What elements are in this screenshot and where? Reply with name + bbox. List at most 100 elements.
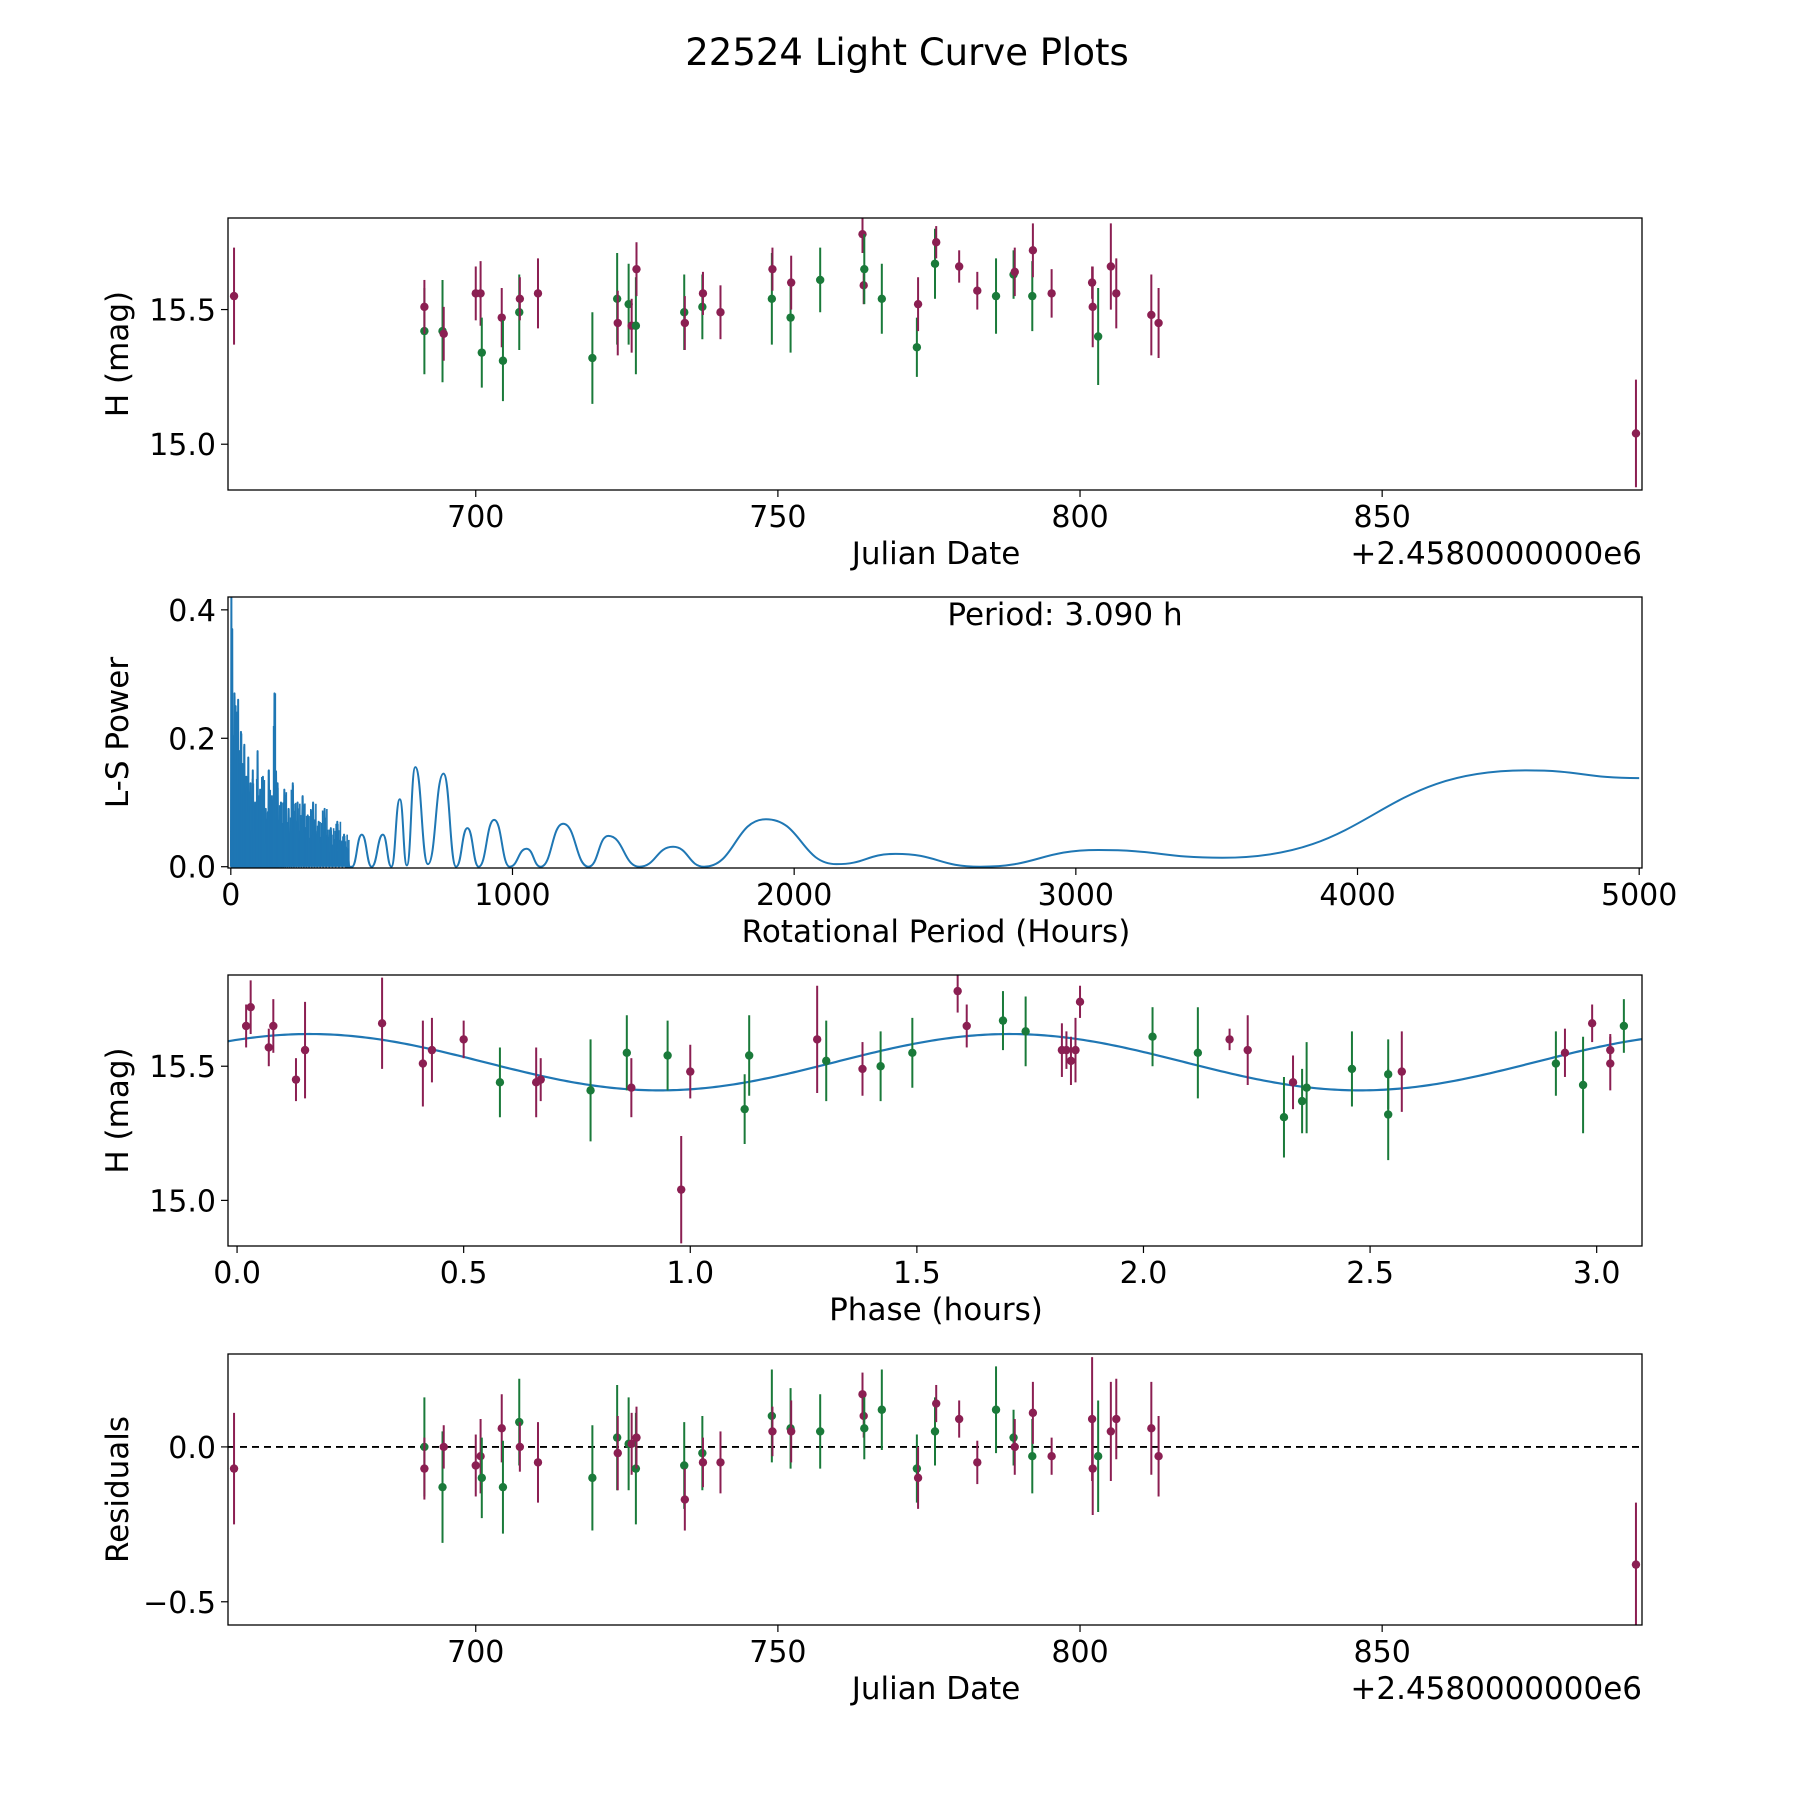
data-point (716, 1458, 725, 1467)
data-point (1225, 1035, 1234, 1044)
data-point (439, 1442, 448, 1452)
figure-title: 22524 Light Curve Plots (685, 31, 1129, 74)
y-tick-label: 0.0 (168, 851, 216, 886)
data-point (420, 302, 429, 312)
x-tick-label: 800 (1051, 500, 1108, 535)
x-tick-label: 5000 (1601, 878, 1677, 913)
data-point (973, 1458, 982, 1467)
x-tick-label: 1.0 (666, 1256, 714, 1291)
data-point (631, 321, 641, 330)
data-point (632, 264, 641, 274)
x-tick-label: 3000 (1038, 878, 1114, 913)
data-point (495, 1078, 505, 1087)
data-point (533, 289, 543, 298)
data-point (627, 1439, 636, 1449)
subplot-residuals: 700 750 800 850 −0.5 0.0 Julian Date Residuals +… (100, 1353, 1643, 1707)
axes-frame (227, 217, 1643, 491)
data-point (1288, 1078, 1298, 1087)
data-point (973, 286, 982, 295)
data-point (991, 291, 1001, 301)
x-tick-label: 1000 (474, 878, 550, 913)
data-point (588, 353, 597, 363)
data-point (991, 1405, 1001, 1414)
x-axis-label: Phase (hours) (829, 1292, 1043, 1328)
data-point (291, 1075, 301, 1084)
data-point (1087, 1414, 1097, 1424)
data-point (498, 1482, 508, 1492)
data-point (877, 1405, 887, 1414)
data-point (439, 329, 448, 339)
data-point (613, 1448, 622, 1458)
x-offset-label: +2.4580000000e6 (1350, 536, 1642, 572)
data-point (1384, 1110, 1393, 1119)
data-point (1010, 267, 1019, 277)
x-tick-label: 700 (447, 500, 504, 535)
y-tick-label: 0.2 (168, 722, 216, 757)
x-tick-label: 750 (749, 500, 806, 535)
data-point (1071, 1045, 1080, 1055)
x-tick-label: 2000 (756, 878, 832, 913)
x-tick-label: 1.5 (893, 1256, 941, 1291)
data-point (1347, 1064, 1357, 1074)
data-point (229, 291, 239, 301)
data-point (1112, 289, 1121, 298)
x-tick-label: 0 (221, 878, 240, 913)
data-point (767, 294, 777, 303)
data-point (680, 318, 690, 328)
data-point (420, 1464, 429, 1473)
data-point (588, 1473, 597, 1483)
data-point (1021, 1027, 1030, 1036)
data-point (477, 348, 486, 357)
data-point (264, 1043, 273, 1052)
x-axis-label: Rotational Period (Hours) (742, 914, 1131, 950)
y-tick-label: −0.5 (143, 1586, 216, 1621)
plot-area (228, 975, 1642, 1244)
x-tick-label: 2.5 (1346, 1256, 1394, 1291)
data-point (954, 1414, 964, 1424)
data-point (536, 1075, 545, 1084)
data-point (716, 308, 725, 317)
data-point (858, 1390, 867, 1399)
data-point (1047, 289, 1056, 298)
data-point (998, 1016, 1008, 1025)
subplot-light-curve: 700 750 800 850 15.0 15.5 Julian Date H (mag) +2… (100, 217, 1643, 572)
data-point (1112, 1414, 1121, 1424)
data-point (1302, 1083, 1311, 1092)
data-point (1193, 1048, 1203, 1058)
data-point (1009, 1433, 1018, 1442)
data-point (663, 1051, 672, 1060)
data-point (876, 1062, 885, 1071)
y-axis-label: H (mag) (100, 291, 136, 417)
data-point (1093, 1452, 1103, 1461)
data-point (418, 1059, 428, 1068)
y-axis-label: Residuals (100, 1416, 136, 1563)
data-point (1619, 1021, 1629, 1031)
data-point (786, 1427, 796, 1436)
x-offset-label: +2.4580000000e6 (1350, 1671, 1642, 1707)
data-point (932, 238, 941, 247)
data-point (1384, 1070, 1393, 1079)
data-point (1154, 1452, 1163, 1461)
x-tick-label: 700 (447, 1635, 504, 1670)
period-annotation: Period: 3.090 h (947, 597, 1182, 633)
data-point (913, 1473, 923, 1483)
data-point (1147, 1424, 1156, 1433)
data-point (438, 1482, 447, 1492)
x-tick-label: 4000 (1319, 878, 1395, 913)
data-point (1587, 1019, 1597, 1028)
x-tick-label: 0.5 (440, 1256, 488, 1291)
data-point (698, 289, 708, 298)
data-point (632, 1433, 641, 1442)
data-point (1147, 310, 1156, 320)
data-point (497, 313, 506, 322)
subplot-periodogram: 0 1000 2000 3000 4000 5000 0.0 0.2 0.4 Rotational… (100, 594, 1677, 950)
data-point (1154, 318, 1163, 328)
data-point (300, 1045, 310, 1055)
axes-frame (227, 596, 1643, 869)
data-point (740, 1104, 749, 1114)
data-point (1088, 1464, 1097, 1473)
data-point (786, 313, 795, 322)
data-point (912, 343, 922, 352)
data-point (515, 294, 525, 303)
